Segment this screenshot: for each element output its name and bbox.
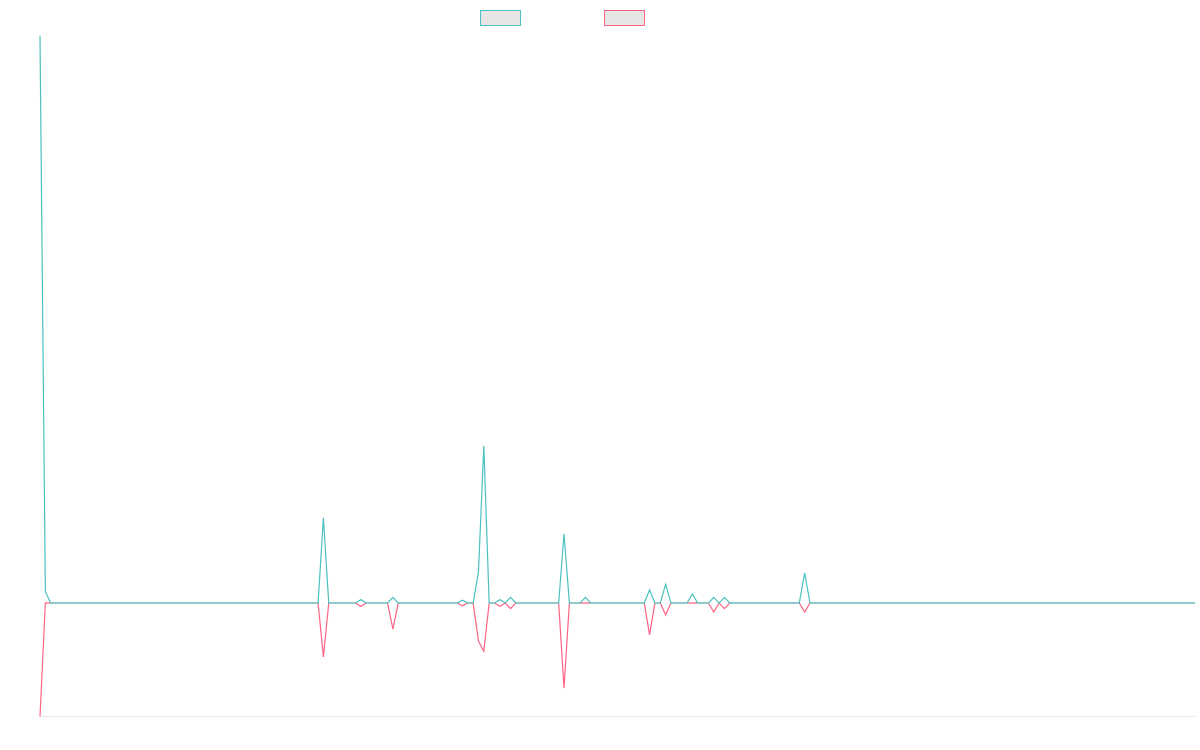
legend-swatch: [604, 10, 645, 26]
line-series: [39, 602, 1195, 717]
legend-swatch: [480, 10, 521, 26]
line-series: [39, 35, 1195, 604]
